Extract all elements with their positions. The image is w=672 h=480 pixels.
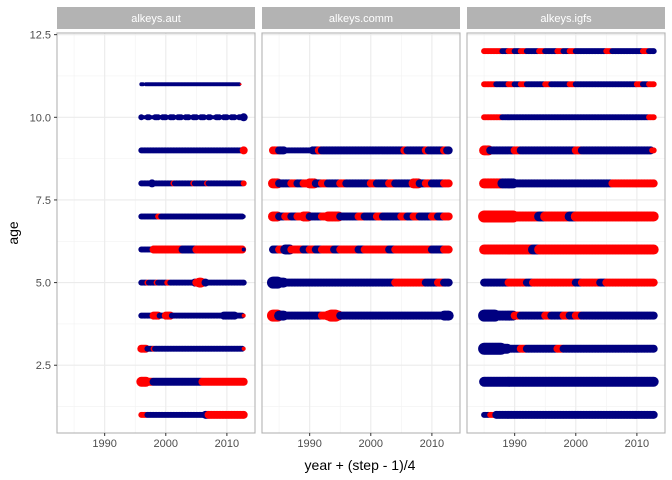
x-tick-label: 2000 [154,438,178,450]
data-point [444,245,453,254]
x-tick-label: 2000 [359,438,383,450]
panel-border [466,32,666,434]
x-tick-label: 1990 [502,438,526,450]
data-point [650,147,657,154]
x-tick-label: 2000 [564,438,588,450]
x-tick-label: 2010 [420,438,444,450]
data-point [241,313,246,318]
data-point [239,377,248,386]
data-point [241,214,246,219]
y-tick-label: 2.5 [36,360,51,372]
data-point [239,113,248,122]
data-point [649,179,658,188]
data-point [650,81,657,88]
facet-strip-label: alkeys.comm [329,13,393,25]
x-tick-label: 2010 [215,438,239,450]
data-point [650,114,657,121]
facet-panel: alkeys.comm [261,7,461,434]
data-point [648,376,659,387]
data-point [240,180,247,187]
x-tick-label: 1990 [297,438,321,450]
facet-strip [467,7,665,29]
facet-strip-label: alkeys.igfs [540,13,592,25]
data-point [648,211,659,222]
data-point [649,311,658,320]
data-point [239,83,242,86]
x-tick-label: 1990 [92,438,116,450]
y-tick-label: 5.0 [36,278,51,290]
data-point [444,212,453,221]
data-point [649,344,658,353]
y-tick-label: 10.0 [30,112,51,124]
data-point [240,279,247,286]
facet-strip [262,7,460,29]
data-point [237,82,242,87]
panel-background [262,33,460,433]
data-point [241,247,246,252]
data-point [239,410,248,419]
data-point [650,48,657,55]
data-point [649,278,658,287]
facet-strip-label: alkeys.aut [131,13,181,25]
y-tick-label: 7.5 [36,195,51,207]
panel-border [56,32,256,434]
points-layer [136,82,248,419]
facet-panels: alkeys.aut alkeys.comm alkeys.igfs [56,7,666,434]
x-axes: 1990 2000 2010 1990 2000 2010 1990 2000 2010 [92,433,649,450]
points-layer [478,48,659,419]
data-point [444,179,453,188]
y-tick-label: 12.5 [30,30,51,42]
data-point [444,146,453,155]
data-point [241,346,246,351]
data-point [140,82,145,87]
panel-background [467,33,665,433]
points-layer [267,146,454,322]
panel-background [57,33,255,433]
data-point [443,310,454,321]
x-axis-title: year + (step - 1)/4 [305,457,416,473]
data-point [649,410,658,419]
data-point [444,278,453,287]
data-point [239,146,248,155]
x-tick-label: 2010 [625,438,649,450]
facet-strip [57,7,255,29]
y-axis: 2.5 5.0 7.5 10.0 12.5 [30,30,57,372]
facet-panel: alkeys.aut [56,7,256,434]
y-axis-title: age [5,221,21,245]
facet-panel: alkeys.igfs [466,7,666,434]
data-point [648,244,659,255]
panel-border [261,32,461,434]
